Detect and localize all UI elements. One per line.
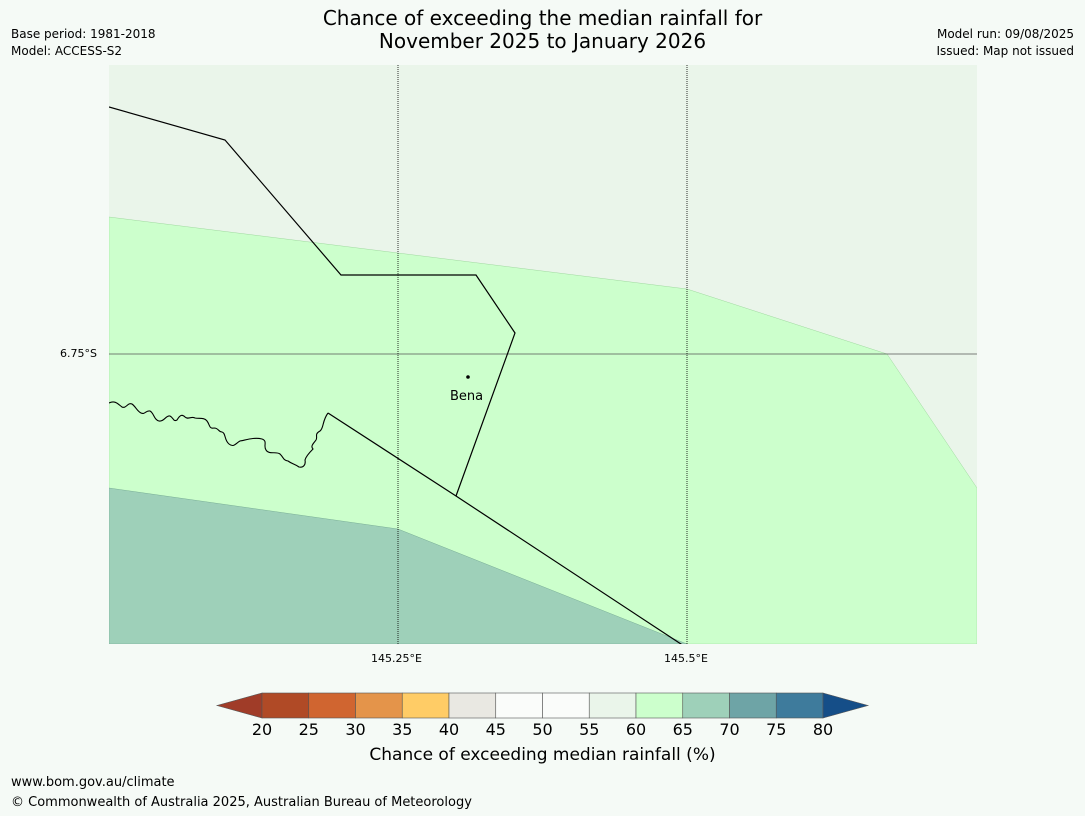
longitude-label-145-25: 145.25°E xyxy=(371,652,422,665)
issued-text: Issued: Map not issued xyxy=(936,44,1074,58)
colorbar-cell-35-40 xyxy=(401,692,450,719)
map-title: Chance of exceeding the median rainfall … xyxy=(0,7,1085,53)
colorbar-tick-label: 35 xyxy=(392,720,413,739)
map-title-line-1: Chance of exceeding the median rainfall … xyxy=(322,6,763,30)
colorbar-tick-label: 75 xyxy=(766,720,787,739)
colorbar-tick-label: 60 xyxy=(625,720,647,739)
colorbar-cell-25-30 xyxy=(308,692,356,719)
colorbar-tick-label: 50 xyxy=(532,720,553,739)
city-dot-icon xyxy=(466,375,470,379)
colorbar-tick-label: 30 xyxy=(345,720,366,739)
model-run-text: Model run: 09/08/2025 xyxy=(936,27,1074,41)
colorbar-tick-label: 25 xyxy=(298,720,319,739)
colorbar xyxy=(215,692,870,719)
place-label-bena: Bena xyxy=(450,389,484,404)
colorbar-cell-30-35 xyxy=(355,692,403,719)
colorbar-cell-65-70 xyxy=(682,692,730,719)
colorbar-tick-label: 70 xyxy=(719,720,740,739)
district-boundary-south xyxy=(327,412,683,644)
colorbar-tick-label: 65 xyxy=(672,720,693,739)
forecast-metadata-left: Base period: 1981-2018 Model: ACCESS-S2 xyxy=(11,26,156,60)
colorbar-cell-60-65 xyxy=(635,692,684,719)
colorbar-label: Chance of exceeding median rainfall (%) xyxy=(369,745,716,765)
colorbar-over-arrow xyxy=(822,692,870,719)
colorbar-tick-label: 45 xyxy=(485,720,506,739)
colorbar-cell-55-60 xyxy=(588,692,637,719)
colorbar-cell-20-25 xyxy=(261,692,310,719)
base-period-text: Base period: 1981-2018 xyxy=(11,27,156,41)
colorbar-tick-label: 55 xyxy=(579,720,600,739)
district-boundary-north xyxy=(109,106,516,497)
colorbar-tick-label: 40 xyxy=(438,720,460,739)
colorbar-under-arrow xyxy=(215,692,263,719)
latitude-label: 6.75°S xyxy=(60,347,97,360)
colorbar-tick-label: 20 xyxy=(251,720,273,739)
colorbar-cell-70-75 xyxy=(729,692,777,719)
longitude-label-145-5: 145.5°E xyxy=(664,652,708,665)
colorbar-cell-50-55 xyxy=(542,692,590,719)
map-area xyxy=(109,65,977,644)
colorbar-tick-label: 80 xyxy=(812,720,834,739)
river-line xyxy=(109,401,329,468)
colorbar-cell-75-80 xyxy=(775,692,824,719)
footer-copyright: © Commonwealth of Australia 2025, Austra… xyxy=(11,795,472,810)
model-text: Model: ACCESS-S2 xyxy=(11,44,123,58)
forecast-metadata-right: Model run: 09/08/2025 Issued: Map not is… xyxy=(936,26,1074,60)
colorbar-cell-40-45 xyxy=(448,692,497,719)
footer-url: www.bom.gov.au/climate xyxy=(11,775,175,790)
map-title-line-2: November 2025 to January 2026 xyxy=(378,29,707,53)
colorbar-cell-45-50 xyxy=(495,692,543,719)
